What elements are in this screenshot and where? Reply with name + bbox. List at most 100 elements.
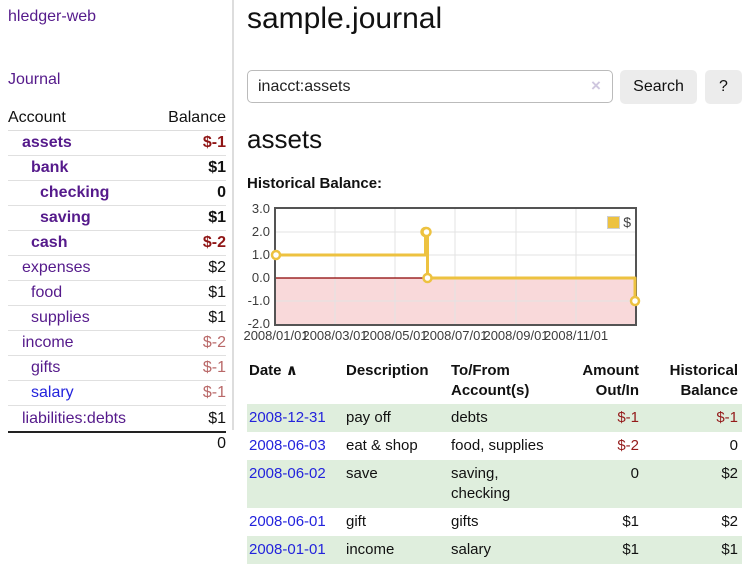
account-row: salary $-1 bbox=[8, 381, 226, 406]
account-link-bank[interactable]: bank bbox=[31, 159, 69, 176]
clear-search-icon[interactable]: × bbox=[591, 76, 601, 95]
txn-accounts: salary bbox=[451, 541, 492, 558]
y-tick-label: 1.0 bbox=[251, 247, 270, 262]
page-title: sample.journal bbox=[247, 2, 443, 35]
txn-date-link[interactable]: 2008-12-31 bbox=[249, 409, 326, 426]
account-row: liabilities:debts $1 bbox=[8, 406, 226, 431]
x-tick-label: 2008/11/01 bbox=[543, 328, 609, 343]
account-balance: $1 bbox=[208, 309, 226, 326]
y-tick-label: 0.0 bbox=[251, 270, 270, 285]
app-title-link[interactable]: hledger-web bbox=[8, 8, 97, 25]
x-tick-label: 2008/07/01 bbox=[422, 328, 488, 343]
txn-description: income bbox=[346, 541, 395, 558]
account-link-salary[interactable]: salary bbox=[31, 384, 74, 401]
table-row: 2008-06-03 eat & shop food, supplies $-2… bbox=[247, 432, 742, 460]
txn-description: pay off bbox=[346, 409, 391, 426]
account-row: food $1 bbox=[8, 281, 226, 306]
transactions-header-row: Date ∧ Description To/From Account(s) Am… bbox=[247, 358, 742, 404]
chart-y-axis: 3.0 2.0 1.0 0.0 -1.0 -2.0 bbox=[247, 201, 271, 331]
search-input[interactable] bbox=[247, 70, 613, 103]
sidebar-item-journal[interactable]: Journal bbox=[8, 71, 61, 88]
txn-amount: $1 bbox=[622, 541, 639, 558]
txn-description: gift bbox=[346, 513, 367, 530]
txn-balance: 0 bbox=[729, 437, 738, 454]
chart-x-axis: 2008/01/01 2008/03/01 2008/05/01 2008/07/01… bbox=[243, 328, 742, 345]
x-tick-label: 2008/09/01 bbox=[483, 328, 549, 343]
account-link-income[interactable]: income bbox=[22, 334, 74, 351]
y-tick-label: -2.0 bbox=[247, 316, 270, 331]
account-row: checking 0 bbox=[8, 181, 226, 206]
account-row: expenses $2 bbox=[8, 256, 226, 281]
accounts-total-value: 0 bbox=[217, 435, 226, 452]
account-link-cash[interactable]: cash bbox=[31, 234, 68, 251]
account-row: bank $1 bbox=[8, 156, 226, 181]
txn-date-link[interactable]: 2008-06-02 bbox=[249, 465, 326, 482]
amount-column-header: Amount Out/In bbox=[582, 362, 639, 399]
account-row: supplies $1 bbox=[8, 306, 226, 331]
account-link-saving[interactable]: saving bbox=[40, 209, 91, 226]
x-tick-label: 2008/03/01 bbox=[302, 328, 368, 343]
table-row: 2008-12-31 pay off debts $-1 $-1 bbox=[247, 404, 742, 432]
y-tick-label: 2.0 bbox=[251, 224, 270, 239]
txn-date-link[interactable]: 2008-06-01 bbox=[249, 513, 326, 530]
date-column-header[interactable]: Date ∧ bbox=[247, 358, 344, 404]
description-column-header: Description bbox=[346, 362, 429, 379]
date-header-label: Date bbox=[249, 362, 282, 379]
txn-amount: $1 bbox=[622, 513, 639, 530]
table-row: 2008-01-01 income salary $1 $1 bbox=[247, 536, 742, 564]
balance-chart: 3.0 2.0 1.0 0.0 -1.0 -2.0 $ 2008/01/01 2008/03… bbox=[243, 201, 742, 347]
legend-label: $ bbox=[623, 214, 631, 230]
account-balance: $-1 bbox=[202, 359, 226, 376]
sort-ascending-icon: ∧ bbox=[285, 362, 298, 379]
txn-balance: $2 bbox=[721, 465, 738, 482]
account-row: income $-2 bbox=[8, 331, 226, 356]
account-balance: $1 bbox=[208, 284, 226, 301]
account-link-assets[interactable]: assets bbox=[22, 134, 72, 151]
search-button[interactable]: Search bbox=[620, 70, 697, 104]
accounts-column-header: To/From Account(s) bbox=[451, 362, 530, 399]
account-link-supplies[interactable]: supplies bbox=[31, 309, 90, 326]
account-balance: 0 bbox=[217, 184, 226, 201]
account-row: saving $1 bbox=[8, 206, 226, 231]
account-balance: $1 bbox=[208, 159, 226, 176]
transactions-table: Date ∧ Description To/From Account(s) Am… bbox=[247, 358, 742, 564]
account-link-expenses[interactable]: expenses bbox=[22, 259, 91, 276]
account-heading: assets bbox=[247, 124, 323, 154]
txn-accounts: saving, checking bbox=[451, 465, 511, 502]
txn-date-link[interactable]: 2008-01-01 bbox=[249, 541, 326, 558]
account-balance: $-1 bbox=[202, 134, 226, 151]
main-content: sample.journal × Search ? assets Histori… bbox=[243, 0, 742, 582]
txn-balance: $-1 bbox=[716, 409, 738, 426]
txn-balance: $2 bbox=[721, 513, 738, 530]
account-link-food[interactable]: food bbox=[31, 284, 63, 301]
account-link-liabilities-debts[interactable]: liabilities:debts bbox=[22, 409, 127, 427]
search-form: × Search ? bbox=[247, 70, 742, 104]
txn-date-link[interactable]: 2008-06-03 bbox=[249, 437, 326, 454]
account-link-gifts[interactable]: gifts bbox=[31, 359, 61, 376]
txn-amount: 0 bbox=[630, 465, 639, 482]
accounts-table-header: Account Balance bbox=[8, 106, 226, 131]
chart-label: Historical Balance: bbox=[247, 175, 383, 192]
txn-description: save bbox=[346, 465, 378, 482]
txn-accounts: food, supplies bbox=[451, 437, 544, 454]
help-button[interactable]: ? bbox=[705, 70, 742, 104]
txn-amount: $-1 bbox=[617, 409, 639, 426]
y-tick-label: 3.0 bbox=[251, 201, 270, 216]
chart-plot-area: $ bbox=[270, 207, 641, 326]
account-link-checking[interactable]: checking bbox=[40, 184, 110, 201]
account-row: gifts $-1 bbox=[8, 356, 226, 381]
x-tick-label: 2008/01/01 bbox=[243, 328, 309, 343]
txn-accounts: debts bbox=[451, 409, 488, 426]
balance-column-header: Balance bbox=[168, 109, 226, 126]
sidebar-divider bbox=[232, 0, 234, 430]
sidebar: hledger-web Journal Account Balance asse… bbox=[0, 0, 232, 582]
txn-balance: $1 bbox=[721, 541, 738, 558]
account-balance: $2 bbox=[208, 259, 226, 276]
account-balance: $-2 bbox=[202, 334, 226, 351]
accounts-total-row: 0 bbox=[8, 431, 226, 455]
txn-amount: $-2 bbox=[617, 437, 639, 454]
txn-accounts: gifts bbox=[451, 513, 479, 530]
account-balance: $1 bbox=[208, 209, 226, 226]
txn-description: eat & shop bbox=[346, 437, 418, 454]
